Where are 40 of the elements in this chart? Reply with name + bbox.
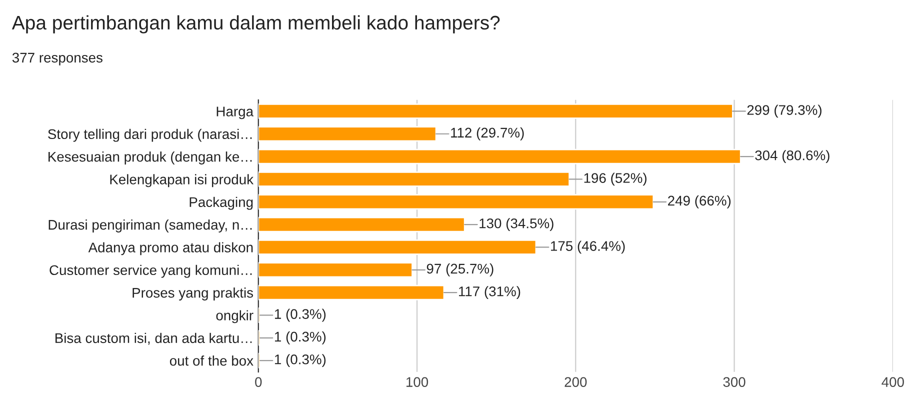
bar xyxy=(258,126,437,142)
data-label: 1 (0.3%) xyxy=(274,308,326,322)
bar xyxy=(258,262,413,278)
chart-title: Apa pertimbangan kamu dalam membeli kado hampers? xyxy=(12,15,500,34)
y-tick-label: Bisa custom isi, dan ada kartu… xyxy=(56,332,252,345)
bar xyxy=(258,216,466,232)
y-tick-label: Story telling dari produk (narasi… xyxy=(48,128,252,142)
y-tick-label: out of the box xyxy=(170,356,254,366)
x-tick-label: 400 xyxy=(882,377,904,387)
bar xyxy=(258,148,742,164)
y-tick-label: Customer service yang komuni… xyxy=(50,264,252,278)
y-tick-label: Proses yang praktis xyxy=(132,288,254,300)
bar xyxy=(258,103,734,119)
x-tick-label: 300 xyxy=(723,377,746,387)
text: 377 responses xyxy=(12,52,102,66)
data-label: 117 (31%) xyxy=(459,286,520,300)
y-tick-label: ongkir xyxy=(216,310,254,324)
data-label: 1 (0.3%) xyxy=(274,331,326,344)
y-tick-label: Adanya promo atau diskon xyxy=(88,242,253,256)
data-label: 196 (52%) xyxy=(584,172,646,186)
bar xyxy=(258,194,654,210)
y-tick-label: Kesesuaian produk (dengan ke… xyxy=(48,152,252,164)
x-tick-label: 200 xyxy=(564,377,587,387)
data-label: 1 (0.3%) xyxy=(274,354,326,368)
data-label: 112 (29.7%) xyxy=(451,127,524,140)
data-label: 299 (79.3%) xyxy=(747,104,822,118)
y-tick-label: Packaging xyxy=(190,196,253,210)
y-tick-label: Kelengkapan isi produk xyxy=(110,174,254,188)
data-label: 249 (66%) xyxy=(668,195,731,208)
y-tick-label: Durasi pengiriman (sameday, n… xyxy=(48,220,252,232)
data-label: 175 (46.4%) xyxy=(551,240,625,254)
data-label: 130 (34.5%) xyxy=(480,218,554,232)
y-tick-label: Harga xyxy=(216,106,254,120)
data-label: 97 (25.7%) xyxy=(426,263,494,276)
x-tick-label: 100 xyxy=(406,377,428,387)
x-tick-label: 0 xyxy=(255,377,262,387)
data-label: 304 (80.6%) xyxy=(755,150,830,164)
bar xyxy=(258,171,570,187)
bar xyxy=(258,240,537,255)
bar xyxy=(258,284,445,300)
